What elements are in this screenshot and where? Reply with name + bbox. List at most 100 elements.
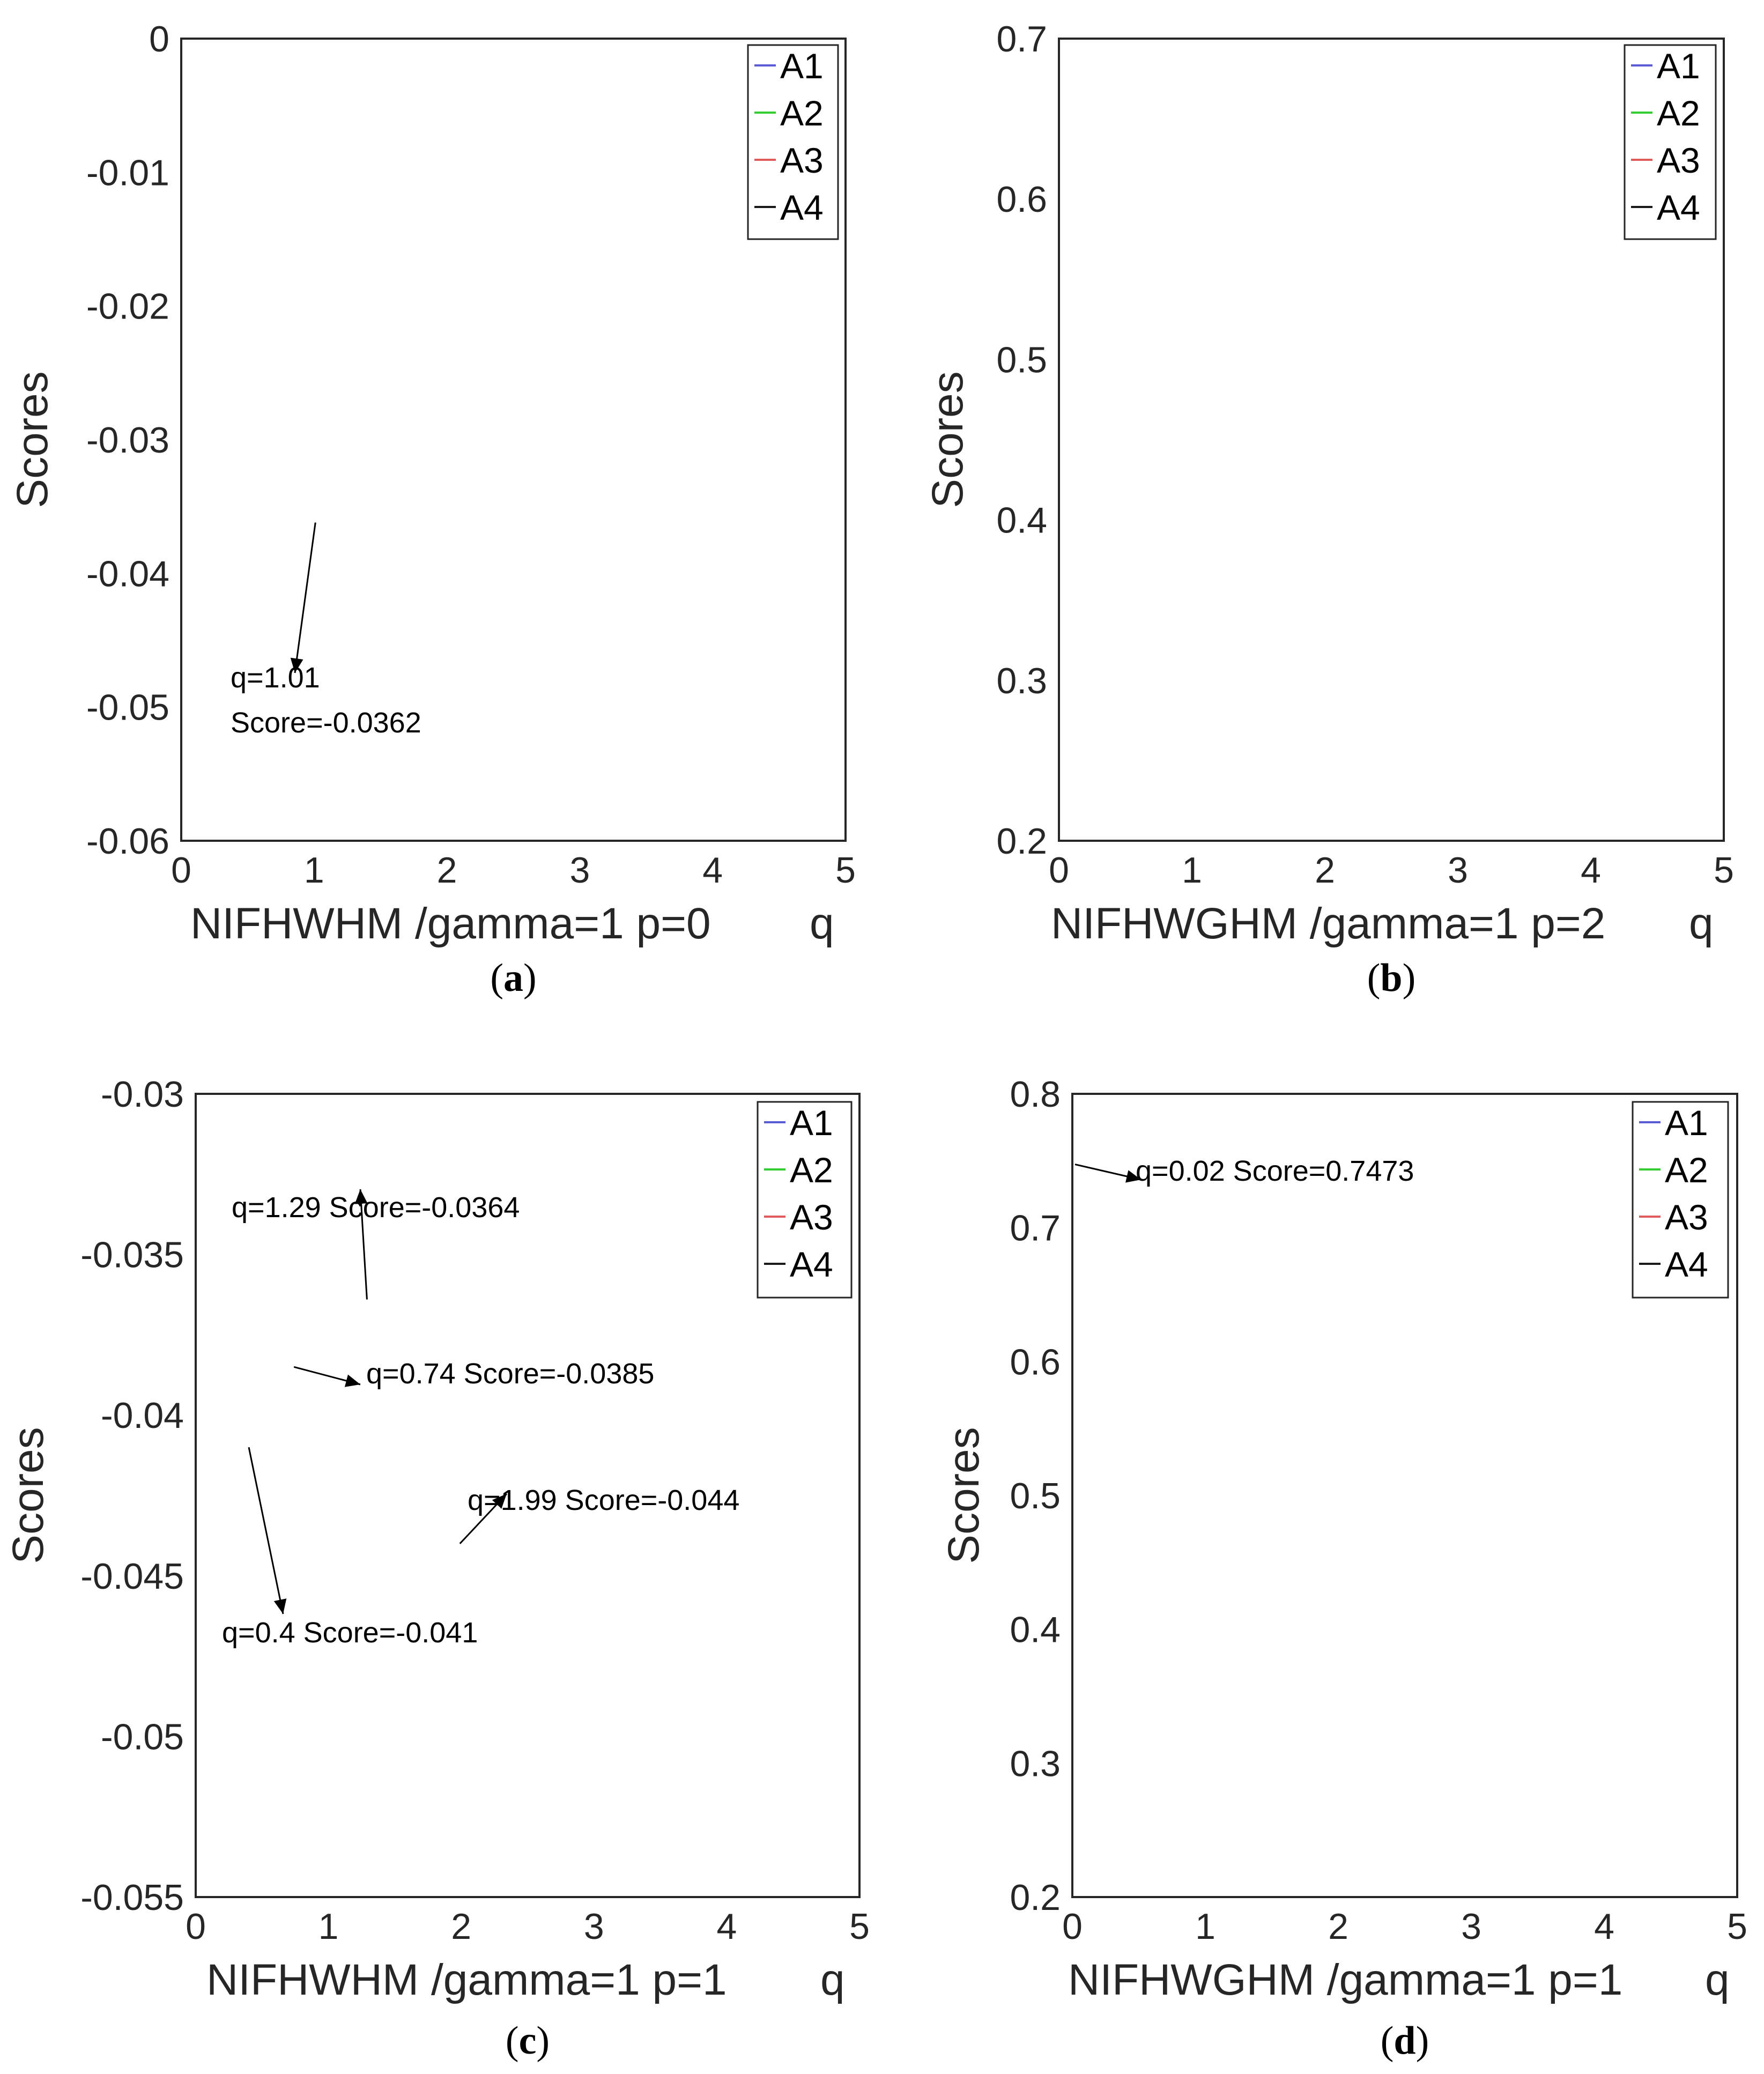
panel-caption: (b) (1367, 956, 1415, 1000)
x-tick-label: 5 (1714, 850, 1734, 891)
x-tick-label: 1 (304, 850, 324, 891)
y-tick-label: -0.05 (101, 1716, 184, 1757)
annotation-text: q=0.4 Score=-0.041 (222, 1617, 478, 1649)
x-axis-label-q: q (810, 899, 834, 948)
x-tick-label: 5 (849, 1906, 870, 1947)
y-tick-label: 0.6 (1010, 1342, 1061, 1382)
legend-label: A4 (780, 188, 824, 227)
x-tick-label: 2 (1328, 1906, 1348, 1947)
legend-label: A4 (790, 1245, 833, 1284)
legend: A1 A2 A3 A4 (1632, 1101, 1729, 1299)
legend-label: A2 (780, 93, 824, 133)
y-tick-label: 0.5 (996, 339, 1047, 380)
annotation-text: q=1.99 Score=-0.044 (468, 1484, 739, 1516)
y-axis-label: Scores (8, 371, 57, 508)
y-tick-label: 0.6 (996, 179, 1047, 220)
y-tick-label: -0.05 (86, 687, 169, 728)
axes-frame (1071, 1093, 1738, 1898)
x-tick-label: 3 (569, 850, 590, 891)
panel-caption: (a) (490, 956, 536, 1000)
caption-paren-open: ( (1367, 956, 1381, 1000)
x-tick-label: 4 (1594, 1906, 1614, 1947)
axes-frame (1058, 38, 1725, 842)
x-axis-label-q: q (1705, 1956, 1730, 2004)
x-tick-label: 4 (1581, 850, 1601, 891)
y-tick-label: -0.03 (101, 1074, 184, 1115)
legend-label: A1 (1665, 1103, 1708, 1143)
caption-paren-close: ) (1403, 956, 1416, 1000)
legend: A1 A2 A3 A4 (757, 1101, 853, 1299)
caption-paren-close: ) (523, 956, 537, 1000)
annotation-arrow (354, 1189, 368, 1300)
x-tick-label: 0 (171, 850, 191, 891)
y-tick-label: -0.055 (80, 1877, 184, 1918)
x-tick-label: 2 (437, 850, 457, 891)
annotation-text: q=1.29 Score=-0.0364 (232, 1191, 520, 1224)
panel-b: 0 1 2 3 4 5 0.7 0.6 0.5 0.4 0.3 0.2 A1 A2 A3 A4 NIFHWGHM… (923, 19, 1734, 1000)
legend-label: A1 (780, 46, 824, 86)
legend-label: A4 (1665, 1245, 1708, 1284)
x-tick-label: 3 (1461, 1906, 1481, 1947)
y-tick-label: 0.2 (1010, 1877, 1061, 1918)
caption-paren-open: ( (506, 2019, 519, 2063)
y-axis-label: Scores (4, 1427, 53, 1564)
legend-label: A2 (1665, 1150, 1708, 1190)
x-tick-label: 0 (186, 1906, 206, 1947)
y-tick-label: 0.4 (996, 500, 1047, 541)
y-tick-label: -0.03 (86, 420, 169, 461)
legend-box (1632, 1101, 1729, 1299)
annotation-arrow (293, 1366, 361, 1387)
x-tick-label: 0 (1049, 850, 1069, 891)
annotation-arrow (290, 522, 316, 673)
legend-label: A3 (790, 1197, 833, 1237)
legend-box (747, 44, 839, 240)
x-axis-label: NIFHWHM /gamma=1 p=1 (206, 1956, 727, 2004)
y-tick-label: 0.7 (996, 19, 1047, 60)
annotation-text: Score=-0.0362 (231, 707, 421, 739)
panel-caption: (d) (1381, 2019, 1429, 2063)
x-tick-label: 0 (1062, 1906, 1083, 1947)
y-tick-label: 0.3 (1010, 1743, 1061, 1784)
x-tick-label: 1 (1195, 1906, 1215, 1947)
y-tick-label: 0.7 (1010, 1208, 1061, 1249)
x-axis-label-q: q (1689, 899, 1714, 948)
y-tick-label: -0.01 (86, 152, 169, 193)
panel-c: 0 1 2 3 4 5 -0.03 -0.035 -0.04 -0.045 -0.05 -0.055 A… (4, 1074, 870, 2063)
y-tick-label: -0.04 (86, 553, 169, 594)
x-axis-label: NIFHWGHM /gamma=1 p=2 (1051, 899, 1605, 948)
y-axis-label: Scores (923, 371, 972, 508)
legend-label: A1 (790, 1103, 833, 1143)
legend: A1 A2 A3 A4 (747, 44, 839, 240)
caption-paren-close: ) (536, 2019, 550, 2063)
y-tick-label: -0.06 (86, 821, 169, 862)
annotation-arrow (1074, 1164, 1142, 1183)
caption-letter: a (503, 956, 523, 1000)
x-tick-label: 1 (1182, 850, 1202, 891)
x-axis-label: NIFHWGHM /gamma=1 p=1 (1068, 1956, 1622, 2004)
y-tick-label: 0.4 (1010, 1610, 1061, 1650)
x-axis-label-q: q (820, 1956, 845, 2004)
y-tick-label: -0.045 (80, 1556, 184, 1597)
x-tick-label: 4 (702, 850, 723, 891)
legend-label: A3 (1665, 1197, 1708, 1237)
legend-label: A1 (1657, 46, 1700, 86)
annotation-text: q=0.02 Score=0.7473 (1136, 1155, 1414, 1187)
panel-caption: (c) (506, 2019, 550, 2063)
legend-label: A3 (1657, 140, 1700, 180)
legend-label: A4 (1657, 188, 1700, 227)
caption-letter: c (519, 2019, 537, 2063)
axes-frame (195, 1093, 861, 1898)
annotation-text: q=0.74 Score=-0.0385 (366, 1358, 654, 1390)
x-tick-label: 2 (1315, 850, 1335, 891)
y-tick-label: -0.035 (80, 1235, 184, 1276)
caption-letter: b (1380, 956, 1402, 1000)
x-tick-label: 3 (584, 1906, 604, 1947)
x-tick-label: 5 (1727, 1906, 1747, 1947)
x-tick-label: 3 (1448, 850, 1468, 891)
y-tick-label: -0.04 (101, 1395, 184, 1436)
annotation-text: q=1.01 (231, 662, 320, 694)
legend-label: A3 (780, 140, 824, 180)
legend-box (757, 1101, 853, 1299)
y-tick-label: -0.02 (86, 286, 169, 327)
